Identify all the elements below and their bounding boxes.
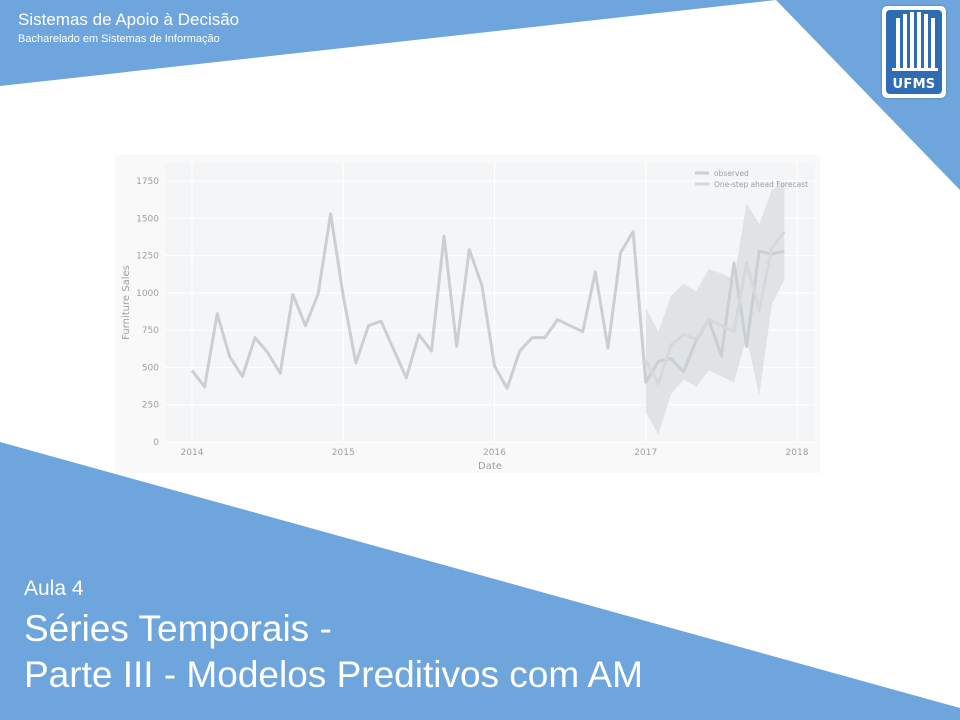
observed-line — [190, 212, 785, 390]
chart-svg: 0 250 500 750 1000 1250 1500 1750 2014 2015 2016 20… — [121, 163, 815, 472]
building-icon — [886, 10, 942, 94]
x-tick-label: 2018 — [786, 448, 809, 458]
legend-label: observed — [714, 169, 749, 178]
header-band — [0, 0, 776, 86]
x-tick-label: 2017 — [634, 448, 657, 458]
y-tick-label: 500 — [142, 363, 159, 373]
y-tick-label: 0 — [153, 438, 159, 448]
ufms-logo: UFMS — [882, 6, 946, 98]
lesson-number: Aula 4 — [24, 577, 84, 600]
y-tick-label: 1750 — [136, 177, 159, 187]
y-tick-label: 250 — [142, 401, 159, 411]
x-axis-label: Date — [478, 461, 502, 472]
legend-label: One-step ahead Forecast — [714, 180, 808, 189]
course-title: Sistemas de Apoio à Decisão — [18, 10, 240, 29]
y-axis-label: Furniture Sales — [121, 265, 132, 340]
slide-title-line2: Parte III - Modelos Preditivos com AM — [24, 654, 643, 695]
x-tick-label: 2015 — [332, 448, 355, 458]
footer-band — [0, 442, 960, 720]
forecast-chart: 0 250 500 750 1000 1250 1500 1750 2014 2015 2016 20… — [115, 155, 820, 473]
y-tick-label: 1500 — [136, 214, 159, 224]
y-tick-label: 1250 — [136, 252, 159, 262]
y-tick-label: 750 — [142, 326, 159, 336]
logo-text: UFMS — [892, 77, 936, 92]
forecast-confidence-band — [645, 182, 785, 435]
slide-title-line1: Séries Temporais - — [24, 608, 332, 649]
x-tick-label: 2016 — [483, 448, 506, 458]
program-name: Bacharelado em Sistemas de Informação — [18, 33, 220, 45]
forecast-line — [644, 230, 786, 386]
y-tick-label: 1000 — [136, 289, 159, 299]
x-tick-label: 2014 — [181, 448, 204, 458]
